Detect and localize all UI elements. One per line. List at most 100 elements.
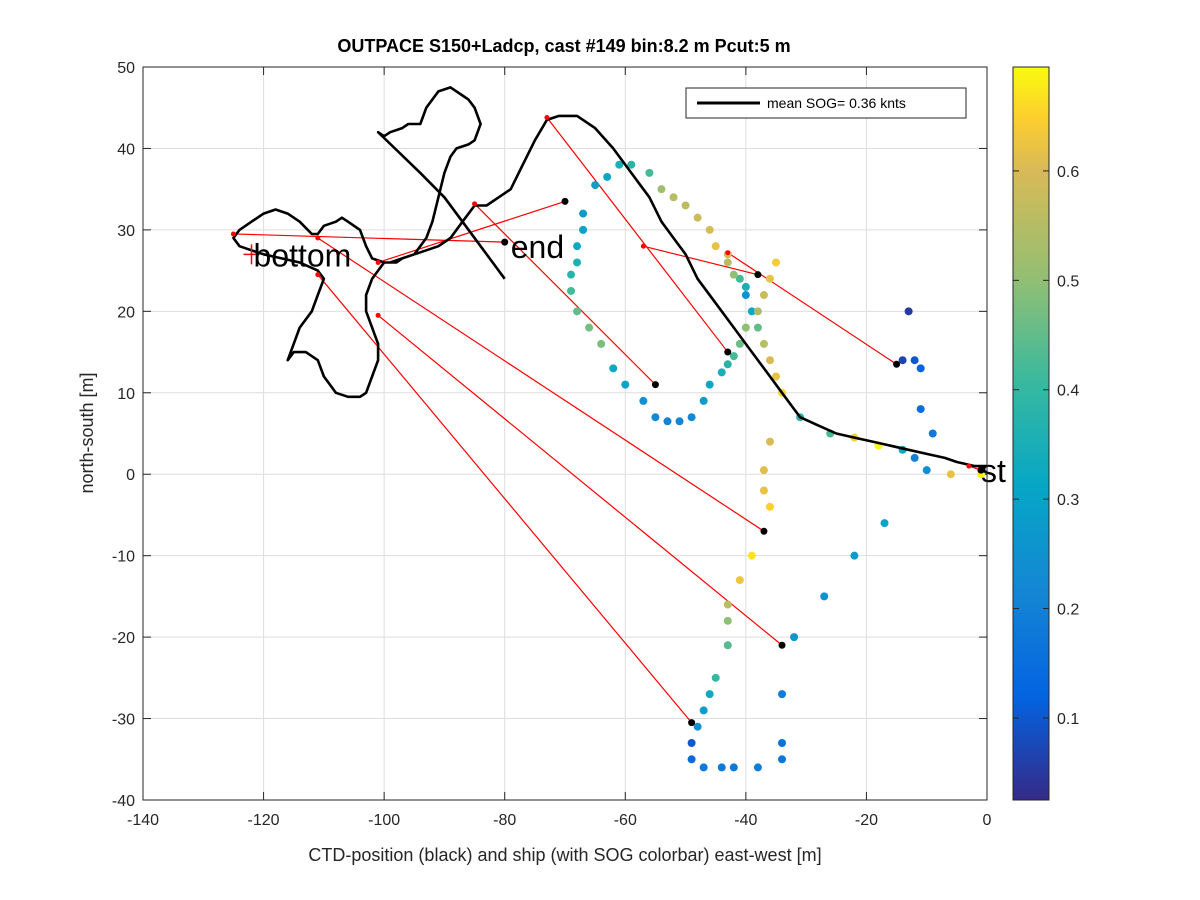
ship-cast-marker [375,312,381,318]
ship-point [772,258,780,267]
ship-point [729,763,738,772]
ship-point [759,466,768,475]
ship-point [916,364,925,373]
cast-connector-line [233,233,505,243]
ship-point [729,270,738,279]
ship-point [579,225,588,234]
ship-point [928,429,937,438]
ship-point [741,291,750,300]
ctd-cast-marker [501,238,509,246]
chart-title: OUTPACE S150+Ladcp, cast #149 bin:8.2 m … [337,36,790,56]
annotation-st: st [981,453,1006,489]
cast-connector-line [546,117,729,353]
ship-point [681,201,690,210]
ship-point [651,413,660,422]
ship-point [747,551,756,560]
ship-point [603,172,612,181]
x-tick-label: 0 [983,812,992,829]
ship-track [567,160,985,772]
ship-point [699,763,708,772]
cast-connector-line [377,314,783,646]
ship-point [705,380,714,389]
ship-point [898,356,907,365]
ship-point [765,274,774,283]
ship-cast-marker [375,259,381,265]
cast-connector-line [643,245,759,276]
x-tick-label: -120 [248,812,280,829]
ship-point [705,225,714,234]
ship-point [675,417,684,426]
ctd-cast-marker [778,641,786,649]
ship-point [687,755,696,764]
ctd-cast-marker [724,348,732,356]
ship-cast-marker [966,463,972,469]
ctd-track [232,86,987,468]
ship-point [693,213,702,222]
y-tick-label: -40 [112,793,135,810]
x-tick-label: -100 [368,812,400,829]
colorbar-ticks: 0.1 0.2 0.3 0.4 0.5 0.6 [1013,164,1079,728]
ship-point [723,616,732,625]
ship-point [759,486,768,495]
cast-connectors [233,117,982,724]
y-tick-label: 0 [126,467,135,484]
x-axis: -140 -120 -100 -80 -60 -40 -20 0 [127,67,992,829]
colorbar: 0.1 0.2 0.3 0.4 0.5 0.6 [1012,66,1079,801]
ship-point [904,307,913,316]
ship-point [579,209,588,218]
ship-point [645,168,654,177]
y-tick-label: 30 [117,223,135,240]
ship-point [735,339,744,348]
ship-point [687,738,696,747]
ship-point [573,258,582,267]
ctd-track-line [232,86,987,468]
y-tick-label: 50 [117,60,135,77]
ship-point [922,466,931,475]
legend-entry: mean SOG= 0.36 knts [767,95,906,111]
ship-point [711,242,720,251]
ship-point [687,413,696,422]
ship-point [723,360,732,369]
y-tick-label: 40 [117,141,135,158]
colorbar-tick-label: 0.4 [1057,383,1079,400]
cast-connector-line [727,252,897,365]
ship-point [729,352,738,361]
ship-point [916,405,925,414]
ship-point [609,364,618,373]
ship-point [567,270,576,279]
y-axis: -40 -30 -20 -10 0 10 20 30 40 50 [112,60,987,810]
ship-point [735,576,744,585]
ship-point [820,592,829,601]
ship-point [639,396,648,405]
x-tick-label: -20 [855,812,878,829]
ship-point [585,323,594,332]
annotation-end: end [511,229,564,265]
ship-point [669,193,678,202]
x-tick-label: -140 [127,812,159,829]
ship-point [693,722,702,731]
ctd-cast-marker [893,360,901,368]
plot-frame [142,66,988,801]
ship-point [723,258,732,267]
ship-point [790,633,799,642]
ship-point [621,380,630,389]
colorbar-tick-label: 0.2 [1057,602,1079,619]
ship-point [910,453,919,462]
ctd-cast-marker [977,466,985,474]
ship-point [699,706,708,715]
ship-point [573,242,582,251]
ship-point [753,323,762,332]
ship-point [735,274,744,283]
ctd-cast-marker [688,719,696,727]
ship-point [765,356,774,365]
ctd-cast-marker [561,197,569,205]
ship-cast-marker [315,235,321,241]
colorbar-gradient [1012,66,1050,801]
ship-point [778,738,787,747]
ship-point [741,282,750,291]
ship-point [765,502,774,511]
y-tick-label: -30 [112,712,135,729]
ship-point [711,673,720,682]
ship-point [880,519,889,528]
